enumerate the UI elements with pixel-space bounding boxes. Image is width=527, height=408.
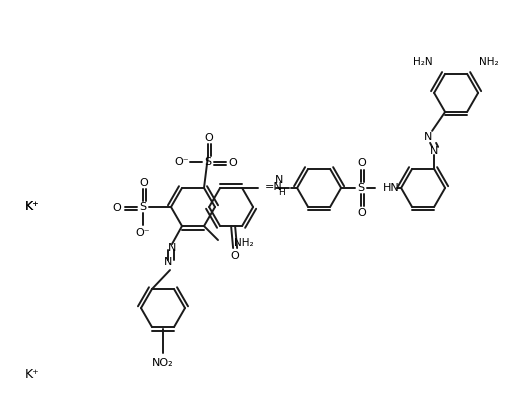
Text: N: N bbox=[168, 243, 176, 253]
Text: O: O bbox=[204, 133, 213, 143]
Text: NO₂: NO₂ bbox=[152, 358, 174, 368]
Text: S: S bbox=[357, 183, 365, 193]
Text: N: N bbox=[430, 146, 438, 156]
Text: S: S bbox=[140, 202, 147, 212]
Text: O: O bbox=[229, 158, 237, 168]
Text: HN: HN bbox=[383, 183, 400, 193]
Text: O: O bbox=[358, 208, 366, 218]
Text: H₂N: H₂N bbox=[414, 57, 433, 67]
Text: NH₂: NH₂ bbox=[479, 57, 499, 67]
Text: =N: =N bbox=[265, 182, 283, 192]
Text: O⁻: O⁻ bbox=[135, 228, 150, 238]
Text: O: O bbox=[231, 251, 239, 261]
Text: O: O bbox=[140, 178, 149, 188]
Text: O: O bbox=[358, 158, 366, 168]
Text: H: H bbox=[278, 188, 285, 197]
Text: K⁺: K⁺ bbox=[25, 200, 40, 213]
Text: NH₂: NH₂ bbox=[234, 238, 253, 248]
Text: K⁺: K⁺ bbox=[25, 200, 40, 213]
Text: O⁻: O⁻ bbox=[174, 157, 189, 167]
Text: N: N bbox=[164, 257, 172, 267]
Text: O: O bbox=[113, 203, 121, 213]
Text: K⁺: K⁺ bbox=[25, 368, 40, 381]
Text: N: N bbox=[275, 175, 284, 185]
Text: S: S bbox=[204, 157, 211, 167]
Text: N: N bbox=[424, 132, 432, 142]
